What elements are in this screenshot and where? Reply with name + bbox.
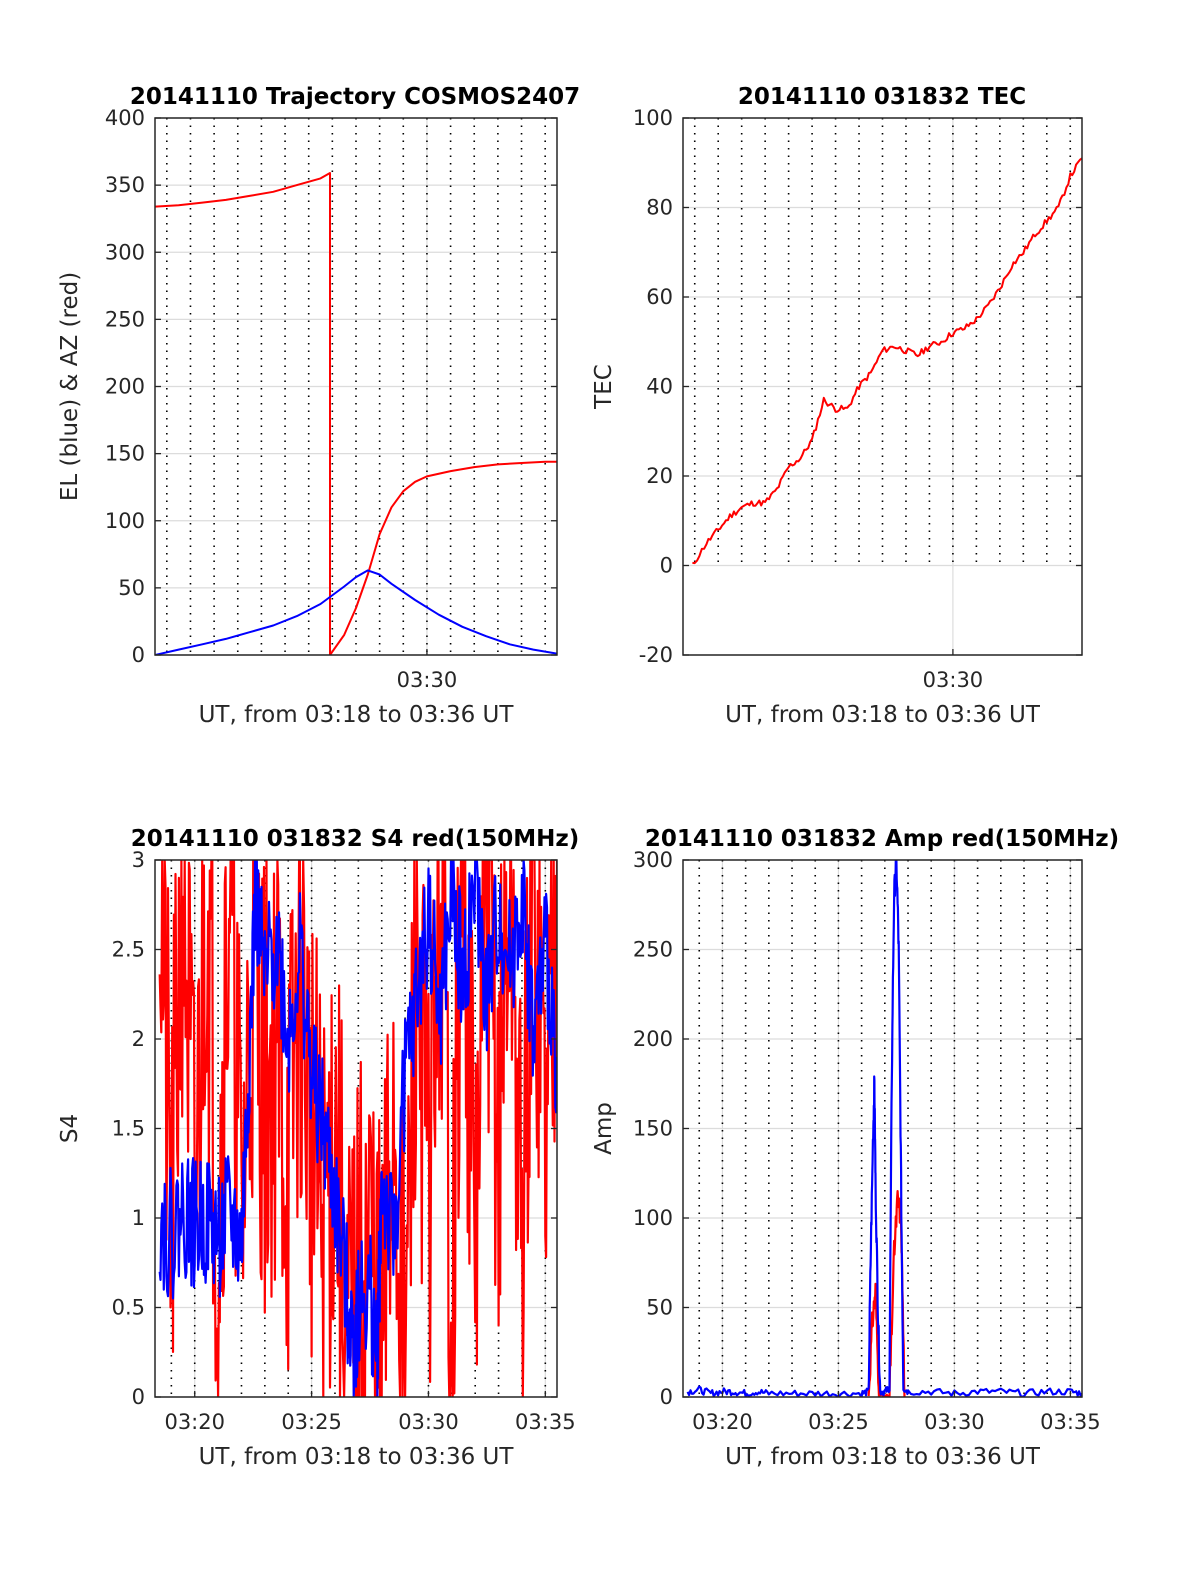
x-tick-label: 03:30 — [397, 668, 458, 692]
panel-2: -20 0 20 40 60 80 100 03:30 20141110 031832 TEC U… — [591, 84, 1083, 728]
y-tick-label: 100 — [633, 1206, 673, 1230]
y-axis-label: EL (blue) & AZ (red) — [57, 272, 83, 501]
chart-title: 20141110 031832 TEC — [738, 84, 1026, 110]
panel-4: 0 50 100 150 200 250 300 03:20 03:25 03:30 03:35 20… — [591, 826, 1119, 1470]
y-tick-label: 100 — [633, 106, 673, 130]
y-tick-label: 200 — [105, 375, 145, 399]
series-group — [158, 860, 557, 1397]
x-tick-label: 03:30 — [923, 668, 984, 692]
y-tick-label: 60 — [646, 285, 673, 309]
y-tick-label: 80 — [646, 196, 673, 220]
x-axis-label: UT, from 03:18 to 03:36 UT — [725, 1444, 1041, 1470]
y-tick-label: 20 — [646, 464, 673, 488]
y-axis-label: S4 — [57, 1114, 83, 1143]
x-tick-label: 03:20 — [164, 1410, 225, 1434]
series-group — [692, 157, 1082, 565]
chart-title: 20141110 031832 Amp red(150MHz) — [645, 826, 1119, 852]
series-line-blue — [158, 860, 557, 1397]
y-tick-label: 0 — [660, 1385, 673, 1409]
series-line-blue — [686, 860, 1082, 1397]
y-tick-label: 2 — [132, 1027, 145, 1051]
series-line-red — [692, 157, 1082, 565]
x-tick-label: 03:30 — [924, 1410, 985, 1434]
y-tick-label: 400 — [105, 106, 145, 130]
y-tick-label: 300 — [633, 848, 673, 872]
x-tick-label: 03:30 — [398, 1410, 459, 1434]
y-tick-label: 200 — [633, 1027, 673, 1051]
chart-title: 20141110 031832 S4 red(150MHz) — [131, 826, 580, 852]
y-tick-label: -20 — [639, 643, 673, 667]
series-group — [155, 172, 557, 655]
y-tick-label: 250 — [633, 938, 673, 962]
y-tick-label: 3 — [132, 848, 145, 872]
y-tick-label: 150 — [633, 1117, 673, 1141]
panel-1: 0 50 100 150 200 250 300 350 400 03:30 20141110 Tr… — [57, 84, 580, 728]
y-tick-label: 300 — [105, 240, 145, 264]
series-line-blue — [155, 569, 557, 655]
x-tick-label: 03:20 — [692, 1410, 753, 1434]
x-axis-label: UT, from 03:18 to 03:36 UT — [199, 702, 515, 728]
x-axis-label: UT, from 03:18 to 03:36 UT — [725, 702, 1041, 728]
y-tick-label: 2.5 — [112, 938, 145, 962]
y-tick-label: 0 — [132, 643, 145, 667]
y-tick-label: 250 — [105, 307, 145, 331]
y-tick-label: 1.5 — [112, 1117, 145, 1141]
y-tick-label: 50 — [118, 576, 145, 600]
y-tick-label: 100 — [105, 509, 145, 533]
y-tick-label: 0 — [660, 554, 673, 578]
series-line-red — [158, 860, 557, 1397]
panel-3: 0 0.5 1 1.5 2 2.5 3 03:20 03:25 03:30 03:35 2014111… — [57, 826, 579, 1470]
series-line-red — [155, 172, 557, 655]
y-axis-label: Amp — [591, 1102, 617, 1155]
y-tick-label: 0 — [132, 1385, 145, 1409]
y-tick-label: 40 — [646, 375, 673, 399]
y-axis-label: TEC — [591, 364, 617, 410]
x-tick-label: 03:35 — [515, 1410, 576, 1434]
y-tick-label: 50 — [646, 1296, 673, 1320]
chart-title: 20141110 Trajectory COSMOS2407 — [130, 84, 580, 110]
x-axis-label: UT, from 03:18 to 03:36 UT — [199, 1444, 515, 1470]
y-tick-label: 1 — [132, 1206, 145, 1230]
x-tick-label: 03:25 — [281, 1410, 342, 1434]
y-tick-label: 0.5 — [112, 1296, 145, 1320]
y-tick-label: 150 — [105, 442, 145, 466]
x-tick-label: 03:35 — [1040, 1410, 1101, 1434]
y-tick-label: 350 — [105, 173, 145, 197]
x-tick-label: 03:25 — [808, 1410, 869, 1434]
